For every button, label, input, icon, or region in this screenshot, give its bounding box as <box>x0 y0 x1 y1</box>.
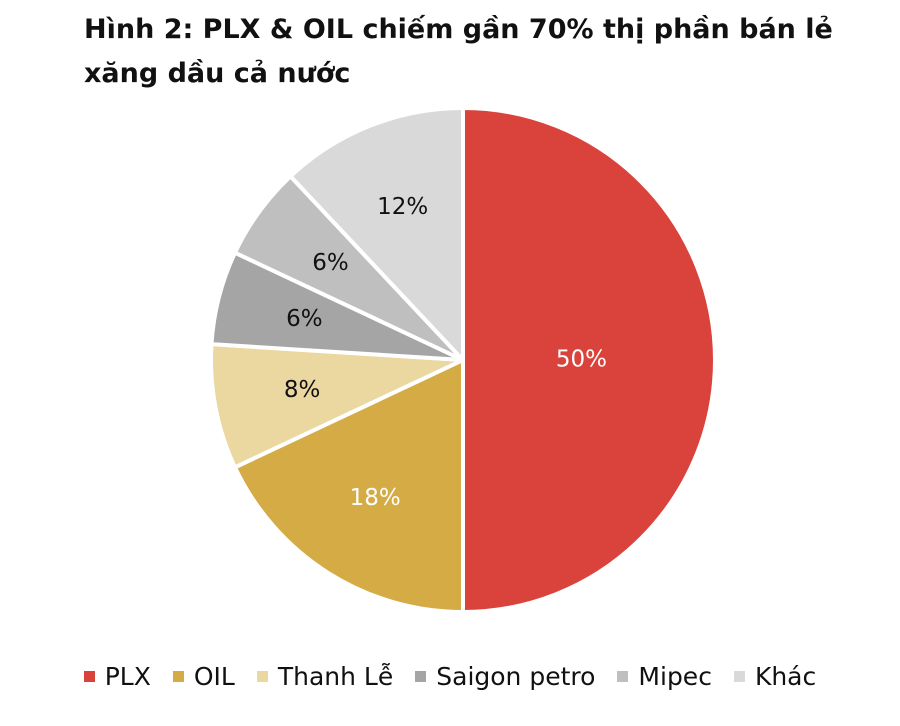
legend-label: Khác <box>754 662 817 691</box>
legend-swatch <box>733 671 745 682</box>
legend-label: Saigon petro <box>436 662 596 691</box>
legend-swatch <box>83 671 95 682</box>
legend-item: OIL <box>172 662 235 691</box>
legend-swatch <box>172 671 184 682</box>
legend-swatch <box>256 671 268 682</box>
data-label: 50% <box>556 347 607 373</box>
legend-item: Mipec <box>617 662 712 691</box>
legend-item: Khác <box>733 662 817 691</box>
legend-item: Thanh Lễ <box>256 662 394 691</box>
legend-label: OIL <box>193 662 235 691</box>
pie-slice <box>209 342 464 470</box>
chart-title: Hình 2: PLX & OIL chiếm gần 70% thị phần… <box>84 14 833 89</box>
legend-label: Mipec <box>638 662 712 691</box>
data-label: 6% <box>286 306 323 332</box>
legend-label: Thanh Lễ <box>277 662 394 691</box>
pie-slice <box>461 105 717 615</box>
legend-swatch <box>415 671 427 682</box>
data-label: 8% <box>284 377 321 403</box>
data-label: 18% <box>350 485 401 511</box>
legend: PLX OIL Thanh Lễ Saigon petro Mipec Khác <box>0 662 900 691</box>
pie-slice <box>287 105 465 366</box>
legend-item: PLX <box>83 662 151 691</box>
legend-label: PLX <box>104 662 151 691</box>
data-label: 12% <box>377 194 428 220</box>
data-label: 6% <box>312 250 349 276</box>
legend-item: Saigon petro <box>415 662 595 691</box>
pie-slice <box>232 356 465 615</box>
legend-swatch <box>617 671 629 682</box>
